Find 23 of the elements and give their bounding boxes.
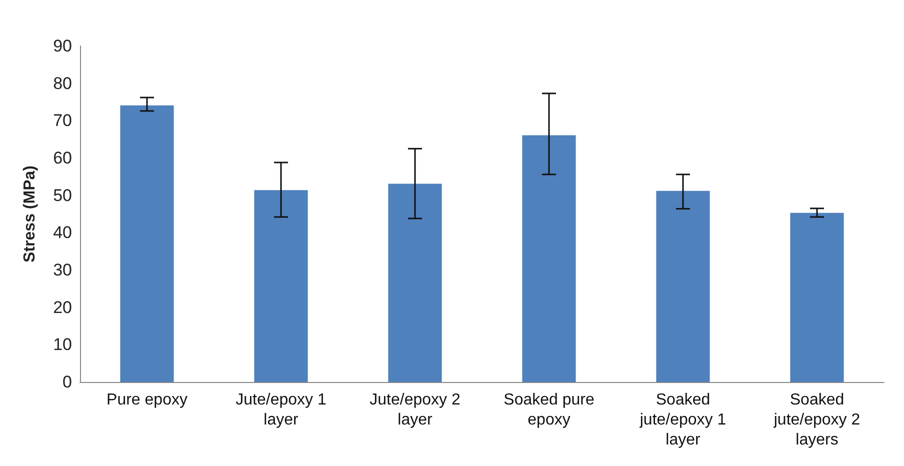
- y-tick-label: 30: [53, 260, 72, 280]
- y-tick-label: 50: [53, 186, 72, 205]
- bar: [790, 212, 844, 382]
- x-tick-label: Soaked pure epoxy: [504, 392, 594, 428]
- y-tick-label: 60: [53, 148, 72, 168]
- x-tick-label: Soaked jute/epoxy 1 layer: [638, 392, 726, 448]
- bar: [656, 190, 710, 382]
- y-tick-label: 10: [53, 335, 72, 354]
- y-tick-label: 70: [53, 111, 72, 130]
- y-tick-label: 80: [53, 74, 72, 93]
- x-tick-label: Pure epoxy: [106, 392, 188, 408]
- y-tick-label: 20: [53, 298, 72, 317]
- bar: [254, 190, 308, 382]
- bar: [120, 105, 174, 382]
- y-tick-label: 40: [53, 223, 72, 242]
- y-tick-label: 90: [53, 36, 72, 56]
- x-tick-label: Soaked jute/epoxy 2 layers: [772, 392, 860, 448]
- y-tick-label: 0: [62, 372, 72, 392]
- x-tick-label: Jute/epoxy 2 layer: [370, 392, 460, 428]
- bar: [522, 135, 576, 382]
- bar: [388, 184, 442, 382]
- y-axis-title: Stress (MPa): [22, 166, 38, 262]
- x-tick-label: Jute/epoxy 1 layer: [236, 392, 326, 428]
